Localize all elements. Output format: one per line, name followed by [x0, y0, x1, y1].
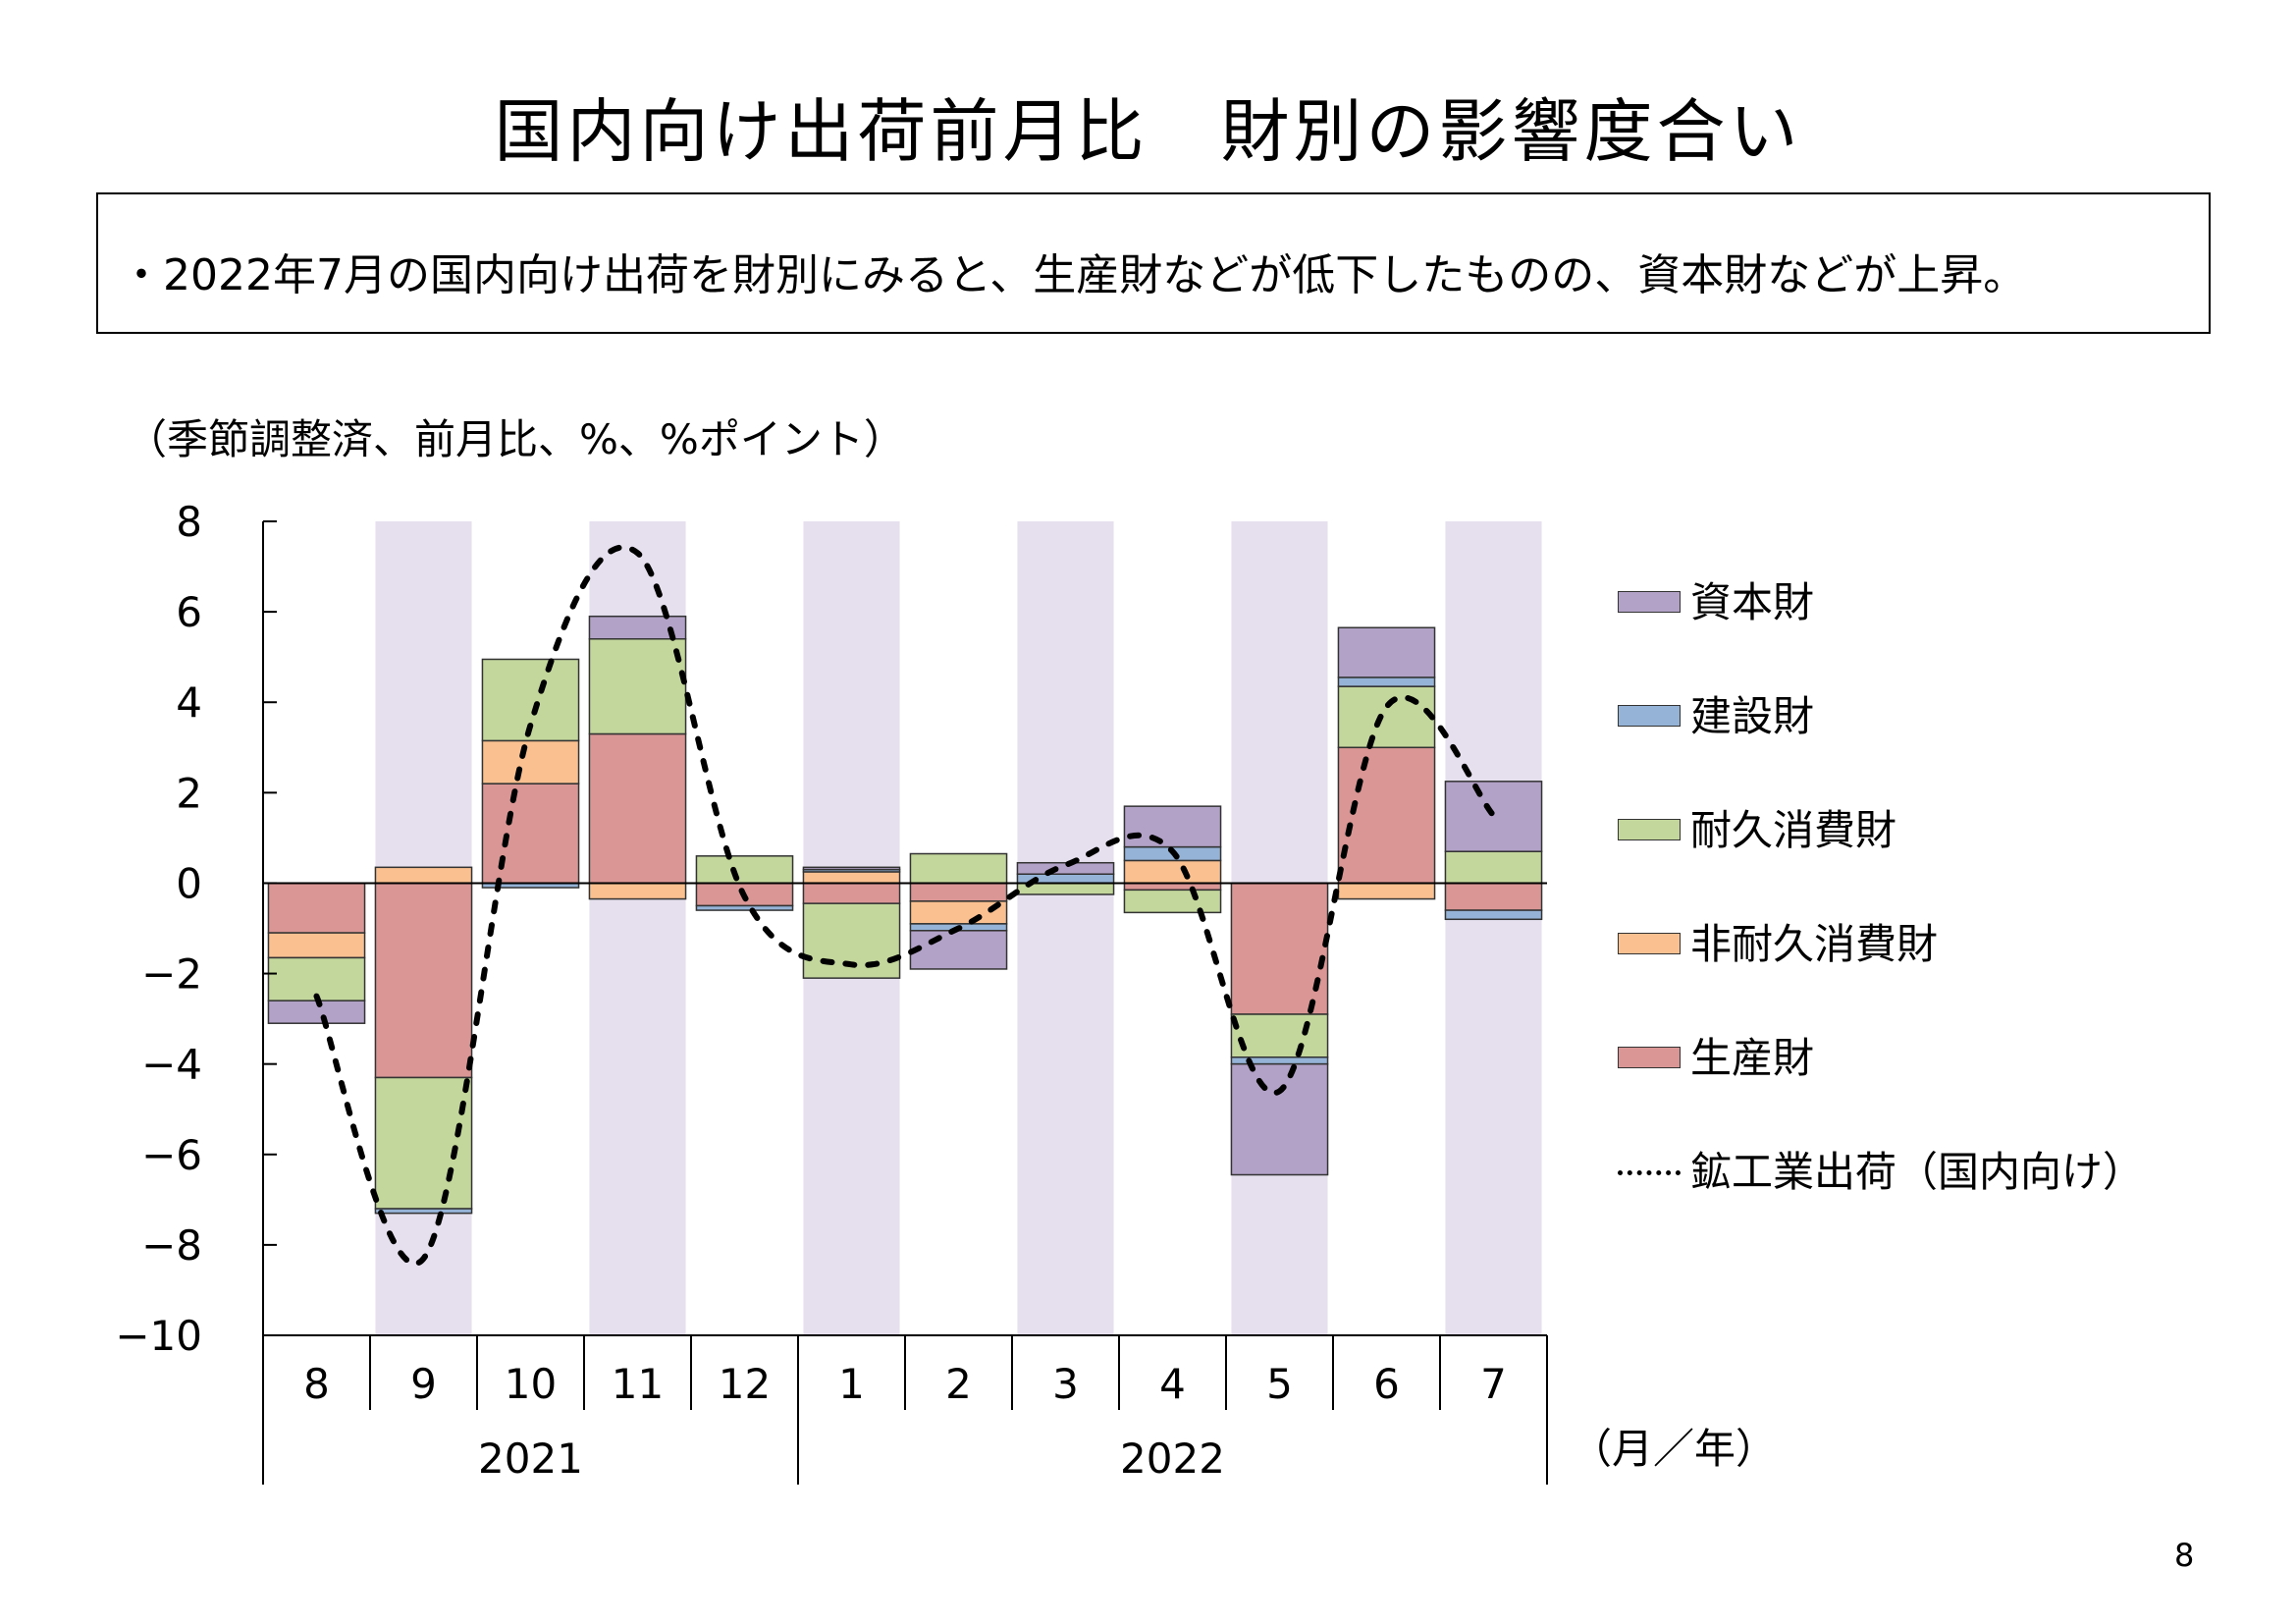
bar-生産財-10	[481, 783, 580, 885]
bar-生産財-7	[1444, 882, 1543, 911]
bar-耐久消費財-6	[1337, 685, 1436, 749]
bar-資本財-5	[1230, 1062, 1329, 1176]
x-tick-label: 11	[612, 1360, 664, 1408]
bar-生産財-8	[267, 882, 366, 934]
bar-生産財-2	[909, 882, 1008, 902]
y-tick-label: −2	[141, 950, 202, 999]
bar-資本財-2	[909, 930, 1008, 970]
bar-非耐久消費財-8	[267, 932, 366, 959]
summary-text: ・2022年7月の国内向け出荷を財別にみると、生産財などが低下したものの、資本財…	[120, 250, 2027, 300]
bar-非耐久消費財-1	[802, 871, 901, 885]
bar-非耐久消費財-2	[909, 900, 1008, 925]
legend-swatch	[1618, 1047, 1681, 1068]
bar-非耐久消費財-6	[1337, 882, 1436, 900]
y-tick-label: −10	[115, 1312, 202, 1360]
bar-建設財-12	[695, 904, 794, 911]
bar-耐久消費財-7	[1444, 850, 1543, 885]
shaded-column-7	[1445, 521, 1542, 1335]
bar-生産財-9	[374, 882, 473, 1079]
unit-note: （季節調整済、前月比、%、%ポイント）	[126, 415, 905, 463]
x-tick-label: 1	[838, 1360, 865, 1408]
summary-box: ・2022年7月の国内向け出荷を財別にみると、生産財などが低下したものの、資本財…	[96, 192, 2211, 334]
year-label: 2021	[478, 1435, 583, 1483]
y-tick-label: 0	[176, 859, 202, 907]
x-tick-label: 6	[1373, 1360, 1400, 1408]
bar-建設財-7	[1444, 909, 1543, 921]
y-tick-label: −8	[141, 1221, 202, 1270]
legend-label: 資本財	[1690, 578, 1815, 626]
bar-資本財-4	[1123, 805, 1222, 848]
bar-資本財-11	[588, 615, 687, 640]
y-tick-label: −4	[141, 1041, 202, 1089]
bar-生産財-11	[588, 732, 687, 885]
y-tick-label: 4	[176, 678, 202, 727]
bar-資本財-3	[1016, 861, 1115, 875]
legend-line-marker	[1618, 1170, 1681, 1175]
x-unit-label: （月／年）	[1571, 1425, 1777, 1473]
bar-建設財-6	[1337, 677, 1436, 687]
y-tick-label: 6	[176, 588, 202, 636]
legend-swatch	[1618, 591, 1681, 613]
x-tick-label: 4	[1159, 1360, 1186, 1408]
bar-耐久消費財-11	[588, 637, 687, 735]
bar-非耐久消費財-11	[588, 882, 687, 900]
x-tick-label: 10	[505, 1360, 557, 1408]
bar-生産財-5	[1230, 882, 1329, 1015]
x-tick-label: 12	[719, 1360, 771, 1408]
legend-label: 非耐久消費財	[1690, 920, 1939, 968]
x-tick-label: 7	[1480, 1360, 1507, 1408]
x-tick-label: 9	[410, 1360, 437, 1408]
bar-生産財-6	[1337, 746, 1436, 885]
bar-耐久消費財-12	[695, 855, 794, 885]
bar-資本財-6	[1337, 626, 1436, 678]
page-title: 国内向け出荷前月比 財別の影響度合い	[494, 91, 1802, 172]
bar-生産財-1	[802, 882, 901, 904]
y-tick-label: 2	[176, 769, 202, 817]
bar-建設財-5	[1230, 1056, 1329, 1065]
x-tick-label: 3	[1052, 1360, 1079, 1408]
legend-label: 生産財	[1690, 1034, 1815, 1082]
shaded-column-3	[1017, 521, 1114, 1335]
bar-資本財-1	[802, 866, 901, 871]
bar-建設財-9	[374, 1208, 473, 1215]
legend-label: 耐久消費財	[1690, 806, 1897, 854]
total-shipments-line	[313, 544, 1497, 1267]
y-tick-label: 8	[176, 498, 202, 546]
legend-swatch	[1618, 705, 1681, 727]
x-tick-label: 5	[1266, 1360, 1293, 1408]
legend-swatch	[1618, 933, 1681, 954]
bar-生産財-4	[1123, 882, 1222, 892]
year-label: 2022	[1120, 1435, 1225, 1483]
bar-非耐久消費財-9	[374, 866, 473, 885]
bar-耐久消費財-4	[1123, 889, 1222, 914]
y-tick-label: −6	[141, 1131, 202, 1179]
bar-資本財-7	[1444, 781, 1543, 852]
bar-非耐久消費財-4	[1123, 859, 1222, 885]
legend-label: 建設財	[1690, 692, 1815, 740]
bar-非耐久消費財-10	[481, 739, 580, 785]
legend-swatch	[1618, 819, 1681, 840]
x-tick-label: 2	[945, 1360, 972, 1408]
x-tick-label: 8	[303, 1360, 330, 1408]
bar-耐久消費財-9	[374, 1076, 473, 1210]
legend-label: 鉱工業出荷（国内向け）	[1690, 1148, 2145, 1196]
page-number: 8	[2174, 1537, 2195, 1574]
bar-耐久消費財-2	[909, 852, 1008, 885]
